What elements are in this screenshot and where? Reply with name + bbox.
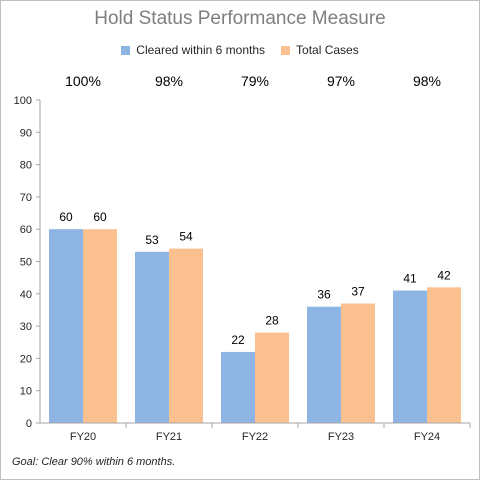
legend-item-total: Total Cases (281, 43, 359, 57)
x-tick-label: FY24 (414, 431, 440, 443)
bar-value-label: 60 (93, 210, 107, 224)
percentage-label: 98% (413, 73, 441, 89)
legend-item-cleared: Cleared within 6 months (121, 43, 265, 57)
y-tick-label: 10 (20, 386, 32, 398)
bar-value-label: 60 (59, 210, 73, 224)
chart-legend: Cleared within 6 months Total Cases (0, 43, 480, 57)
y-tick-label: 40 (20, 289, 32, 301)
bar-cleared (221, 351, 255, 423)
bar-value-label: 53 (145, 233, 159, 247)
bar-total (83, 229, 117, 423)
bar-cleared (135, 251, 169, 423)
bar-total (169, 248, 203, 423)
legend-label-total: Total Cases (296, 43, 359, 57)
percentage-labels: 100% 98% 79% 97% 98% (65, 73, 441, 89)
y-axis: 0 10 20 30 40 50 60 70 80 90 100 (14, 95, 41, 430)
goal-footnote: Goal: Clear 90% within 6 months. (12, 456, 176, 468)
x-tick-label: FY20 (70, 431, 96, 443)
bar-value-label: 36 (317, 288, 331, 302)
y-tick-label: 20 (20, 353, 32, 365)
bars: 60 60 53 54 22 28 36 37 41 42 (49, 210, 461, 423)
bar-value-label: 37 (351, 284, 365, 298)
bar-total (255, 332, 289, 423)
bar-total (427, 287, 461, 423)
y-tick-label: 50 (20, 257, 32, 269)
bar-value-label: 22 (231, 333, 245, 347)
bar-cleared (393, 290, 427, 423)
y-tick-label: 0 (26, 418, 32, 430)
bar-value-label: 28 (265, 314, 279, 328)
y-tick-label: 70 (20, 192, 32, 204)
x-tick-label: FY23 (328, 431, 354, 443)
legend-swatch-cleared (121, 45, 131, 55)
bar-value-label: 41 (403, 272, 417, 286)
percentage-label: 97% (327, 73, 355, 89)
x-axis: FY20 FY21 FY22 FY23 FY24 (40, 422, 471, 443)
y-tick-label: 80 (20, 160, 32, 172)
bar-cleared (49, 229, 83, 423)
legend-swatch-total (281, 45, 291, 55)
y-tick-label: 30 (20, 321, 32, 333)
percentage-label: 98% (155, 73, 183, 89)
x-tick-label: FY22 (242, 431, 268, 443)
bar-value-label: 54 (179, 230, 193, 244)
chart-title: Hold Status Performance Measure (94, 8, 386, 29)
bar-cleared (307, 306, 341, 423)
bar-value-label: 42 (437, 268, 451, 282)
percentage-label: 100% (65, 73, 101, 89)
legend-label-cleared: Cleared within 6 months (136, 43, 266, 57)
percentage-label: 79% (241, 73, 269, 89)
y-tick-label: 60 (20, 224, 32, 236)
y-tick-label: 100 (14, 95, 32, 107)
bar-total (341, 303, 375, 423)
x-tick-label: FY21 (156, 431, 182, 443)
y-tick-label: 90 (20, 127, 32, 139)
